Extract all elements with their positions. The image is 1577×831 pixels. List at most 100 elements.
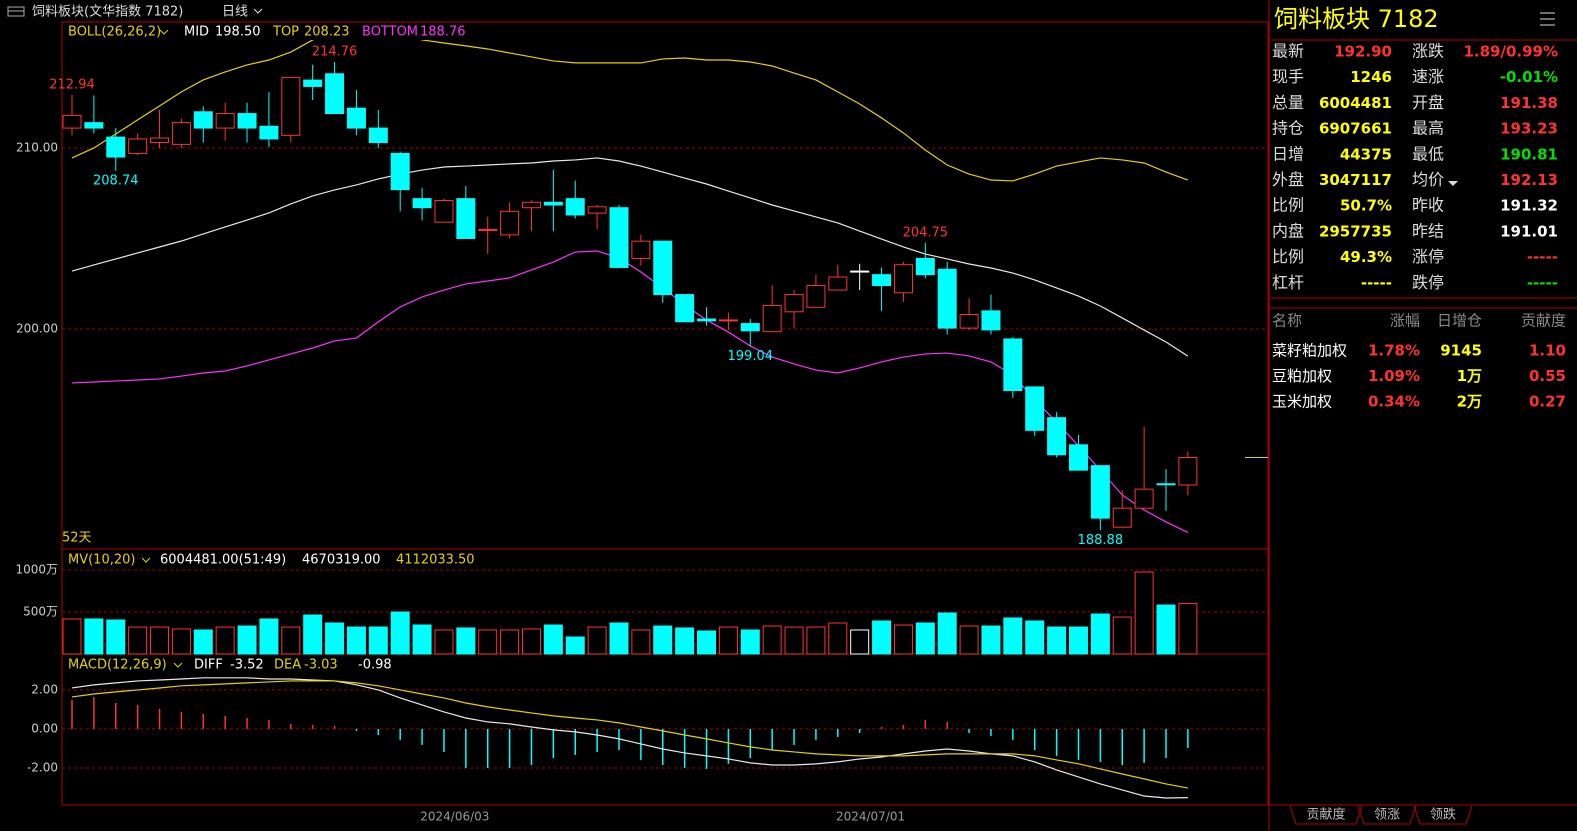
legend-entry: 198.50 [215, 25, 261, 40]
y-tick-label: 200.00 [16, 321, 58, 335]
list-icon[interactable] [1540, 12, 1555, 26]
y-tick-label: 210.00 [16, 140, 58, 154]
volume-bar [740, 629, 760, 655]
boll-lines [71, 40, 1189, 533]
candle-body [128, 138, 148, 154]
tab-label[interactable]: 贡献度 [1306, 807, 1345, 823]
legend-entry: DIFF [194, 658, 223, 673]
volume-bar [128, 626, 148, 655]
volume-bar [915, 622, 935, 655]
quote-value: 44375 [1340, 145, 1392, 163]
volume-bar [587, 626, 607, 655]
tab-label[interactable]: 领涨 [1374, 808, 1400, 823]
quote-label: 比例 [1272, 196, 1304, 215]
candle-body [325, 73, 345, 115]
volume-bar [346, 626, 366, 655]
indicator-line [71, 157, 1189, 357]
volume-bar [1156, 604, 1176, 655]
candle-body [478, 228, 498, 231]
dropdown-arrow [1448, 181, 1458, 186]
candle-body [1156, 483, 1176, 486]
quote-value: 1246 [1350, 68, 1392, 86]
volume-bar [543, 624, 563, 655]
y-tick-label: 1000万 [15, 563, 58, 577]
tab-label[interactable]: 领跌 [1430, 807, 1456, 823]
candle-body [631, 240, 651, 259]
constituent-cell: 1.10 [1529, 342, 1566, 360]
quote-value: 2957735 [1319, 222, 1392, 240]
volume-bar [1112, 616, 1132, 655]
period-selector[interactable]: 日线 [222, 5, 248, 20]
volume-bar [412, 624, 432, 655]
volume-bar [521, 628, 541, 655]
chevron [159, 29, 169, 35]
indicator-line [71, 677, 1188, 799]
quote-title: 饲料板块 7182 [1274, 5, 1439, 33]
period-label: 52天 [62, 531, 92, 546]
quote-label: 杠杆 [1272, 273, 1304, 292]
candle-body [259, 125, 279, 140]
quote-value: ----- [1361, 274, 1392, 292]
candle-body [193, 111, 213, 129]
quote-value: 49.3% [1340, 248, 1392, 266]
quote-label: 昨结 [1412, 221, 1444, 240]
menu-icon[interactable] [7, 6, 25, 17]
candle-body [762, 304, 782, 333]
volume-bar [653, 625, 673, 655]
y-tick-label: -2.00 [27, 760, 58, 774]
volume-bar [390, 611, 410, 655]
tab[interactable] [1357, 805, 1417, 825]
chevron [173, 662, 183, 668]
constituent-cell: 9145 [1440, 342, 1482, 360]
volume-bar [565, 636, 585, 655]
quote-label: 均价 [1412, 170, 1444, 189]
legend-entry: -3.03 [304, 658, 338, 673]
window-title: 饲料板块(文华指数 7182) [32, 5, 183, 20]
volume-bar [368, 626, 388, 655]
quote-label: 涨跌 [1412, 42, 1444, 61]
constituent-cell: 0.34% [1368, 393, 1420, 411]
volume-bar [325, 622, 345, 655]
volume-bar [193, 629, 213, 655]
volume-bar [675, 627, 695, 655]
candle-body [1134, 488, 1154, 509]
volume-bar [762, 625, 782, 655]
constituent-cell: 1.78% [1368, 342, 1420, 360]
volume-bar [1090, 613, 1110, 655]
candle-body [412, 198, 432, 209]
quote-value: 191.32 [1500, 197, 1558, 215]
tab[interactable] [1413, 805, 1473, 825]
extreme-label: 204.75 [903, 226, 949, 241]
volume-bar [784, 626, 804, 655]
candle-body [215, 113, 235, 129]
candle-body [150, 137, 170, 144]
extreme-label: 188.88 [1078, 533, 1124, 548]
constituent-cell: 0.55 [1529, 367, 1566, 385]
volume-bar [1003, 617, 1023, 655]
volume-bar [697, 630, 717, 655]
chevron [141, 557, 151, 563]
candle-body [1090, 465, 1110, 519]
constituent-cell: 0.27 [1529, 393, 1566, 411]
quote-label: 持仓 [1272, 119, 1304, 138]
volume-bar [281, 626, 301, 655]
volume-bar [500, 629, 520, 655]
volume-bar [171, 628, 191, 655]
tab[interactable] [1289, 805, 1363, 825]
constituent-cell: 菜籽粕加权 [1272, 342, 1347, 360]
quote-label: 外盘 [1272, 170, 1304, 189]
volume-bar [828, 622, 848, 655]
indicator-line [71, 40, 1189, 182]
quote-value: 50.7% [1340, 197, 1392, 215]
legend-entry: 6004481.00(51:49) [160, 553, 286, 568]
candle-body [609, 207, 629, 268]
candle-body [653, 240, 673, 296]
quote-label: 最高 [1412, 119, 1444, 138]
quote-label: 比例 [1272, 247, 1304, 266]
volume-bar [872, 620, 892, 655]
volume-bar [850, 629, 870, 655]
indicator-line [71, 680, 1188, 789]
candle-body [543, 201, 563, 206]
legend-entry: 208.23 [304, 25, 350, 40]
